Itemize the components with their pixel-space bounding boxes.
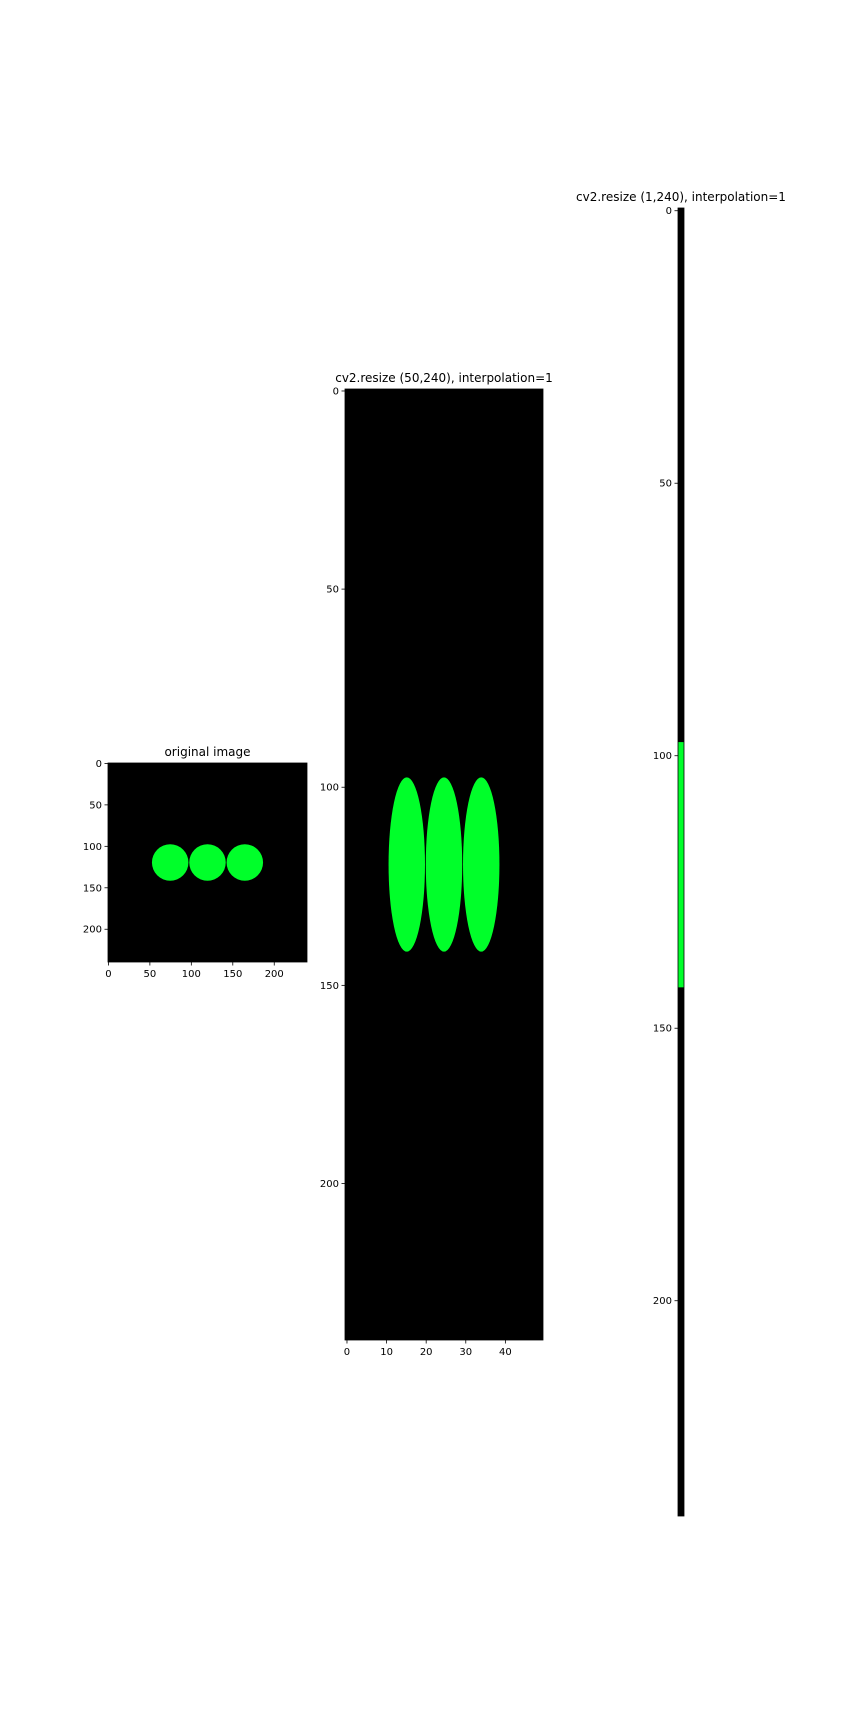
y-tick-label: 150 <box>320 981 339 992</box>
y-tick-label: 0 <box>96 759 102 770</box>
x-tick-label: 20 <box>420 1347 433 1358</box>
x-tick-label: 150 <box>223 969 242 980</box>
y-tick-label: 50 <box>89 800 102 811</box>
x-tick-label: 30 <box>459 1347 472 1358</box>
y-tick-label: 200 <box>653 1296 672 1307</box>
y-tick-label: 150 <box>653 1024 672 1035</box>
chart-title: cv2.resize (50,240), interpolation=1 <box>335 371 553 385</box>
y-tick-label: 50 <box>326 585 339 596</box>
y-tick-label: 100 <box>653 751 672 762</box>
green-circle-2 <box>189 844 226 881</box>
y-tick-label: 200 <box>320 1179 339 1190</box>
y-tick-label: 0 <box>666 206 672 217</box>
x-tick-label: 40 <box>499 1347 512 1358</box>
green-ellipse-2 <box>425 777 463 952</box>
green-circle-1 <box>151 844 189 881</box>
y-tick-label: 100 <box>320 783 339 794</box>
chart-panel-original-image: original image 0 50 100 150 200 0 50 100 150 200 <box>83 745 308 980</box>
x-tick-label: 0 <box>105 969 111 980</box>
green-ellipse-1 <box>388 777 425 952</box>
green-ellipse-3 <box>463 777 500 952</box>
y-tick-label: 100 <box>83 842 102 853</box>
axes-frame <box>344 388 544 1341</box>
chart-panel-resize-1x240: cv2.resize (1,240), interpolation=1 0 50 10… <box>576 190 786 1517</box>
x-tick-label: 50 <box>144 969 157 980</box>
green-circle-3 <box>226 844 264 881</box>
x-tick-label: 100 <box>182 969 201 980</box>
x-tick-label: 10 <box>380 1347 393 1358</box>
chart-panel-resize-50x240: cv2.resize (50,240), interpolation=10501… <box>320 371 553 1358</box>
y-tick-label: 150 <box>83 883 102 894</box>
chart-title: original image <box>164 745 250 759</box>
x-tick-label: 200 <box>265 969 284 980</box>
green-band <box>678 742 684 988</box>
y-tick-label: 0 <box>333 386 339 397</box>
chart-title: cv2.resize (1,240), interpolation=1 <box>576 190 786 204</box>
y-tick-label: 200 <box>83 925 102 936</box>
axes-frame <box>677 207 685 1517</box>
y-tick-label: 50 <box>659 479 672 490</box>
x-tick-label: 0 <box>344 1347 350 1358</box>
axes-frame <box>107 762 308 963</box>
